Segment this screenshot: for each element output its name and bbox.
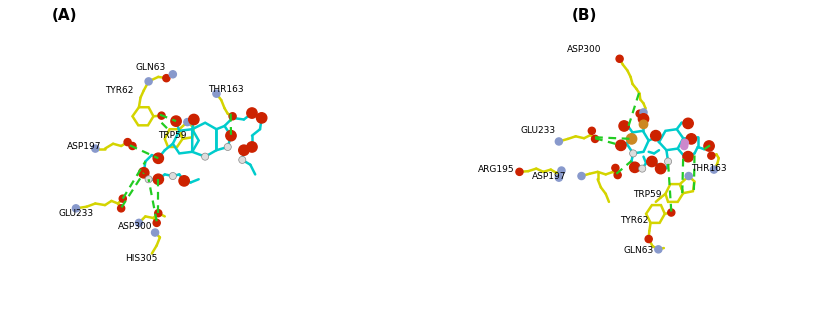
Text: TYR62: TYR62 (105, 86, 133, 95)
Circle shape (655, 246, 662, 253)
Circle shape (124, 139, 131, 146)
Circle shape (614, 172, 621, 179)
Circle shape (647, 156, 657, 167)
Circle shape (153, 153, 164, 163)
Circle shape (189, 114, 199, 125)
Circle shape (612, 164, 619, 172)
Circle shape (629, 150, 637, 157)
Text: TRP59: TRP59 (158, 130, 186, 140)
Circle shape (73, 205, 79, 212)
Circle shape (558, 167, 565, 174)
Text: THR163: THR163 (691, 164, 726, 173)
Circle shape (179, 176, 189, 186)
Circle shape (616, 140, 626, 151)
Circle shape (153, 219, 160, 226)
Text: ARG195: ARG195 (478, 165, 514, 174)
Circle shape (651, 130, 661, 141)
Circle shape (171, 116, 181, 126)
Circle shape (578, 172, 585, 180)
Circle shape (710, 166, 718, 173)
Circle shape (184, 119, 191, 126)
Text: GLN63: GLN63 (135, 63, 165, 72)
Text: TYR62: TYR62 (620, 216, 648, 225)
Circle shape (639, 120, 648, 129)
Text: ASP197: ASP197 (532, 172, 566, 181)
Circle shape (170, 172, 176, 180)
Circle shape (619, 121, 629, 131)
Circle shape (626, 134, 637, 144)
Circle shape (640, 109, 647, 116)
Circle shape (665, 158, 672, 165)
Circle shape (155, 210, 162, 217)
Circle shape (163, 75, 170, 82)
Circle shape (667, 209, 675, 216)
Text: (A): (A) (52, 8, 77, 23)
Circle shape (145, 176, 152, 183)
Circle shape (683, 151, 693, 162)
Circle shape (145, 78, 152, 85)
Circle shape (681, 142, 688, 150)
Circle shape (170, 71, 176, 78)
Circle shape (153, 174, 164, 184)
Circle shape (136, 219, 142, 226)
Circle shape (239, 145, 249, 155)
Circle shape (681, 139, 688, 146)
Circle shape (129, 142, 136, 150)
Circle shape (246, 108, 257, 118)
Text: TRP59: TRP59 (633, 190, 662, 199)
Circle shape (229, 113, 237, 120)
Circle shape (638, 114, 648, 124)
Circle shape (256, 113, 267, 123)
Circle shape (638, 165, 646, 172)
Circle shape (708, 152, 715, 159)
Text: HIS305: HIS305 (126, 254, 158, 263)
Circle shape (645, 235, 653, 243)
Text: (B): (B) (571, 8, 597, 23)
Circle shape (92, 145, 99, 152)
Text: GLU233: GLU233 (521, 126, 556, 135)
Circle shape (516, 168, 523, 175)
Circle shape (213, 90, 220, 97)
Circle shape (616, 55, 624, 62)
Circle shape (588, 127, 595, 134)
Text: ASP300: ASP300 (117, 222, 152, 231)
Circle shape (656, 163, 666, 174)
Circle shape (704, 141, 715, 151)
Circle shape (683, 118, 693, 129)
Circle shape (202, 153, 208, 160)
Circle shape (246, 142, 257, 152)
Circle shape (555, 174, 562, 181)
Text: GLN63: GLN63 (624, 246, 653, 255)
Circle shape (119, 195, 127, 202)
Circle shape (629, 162, 640, 172)
Circle shape (239, 156, 246, 163)
Circle shape (686, 134, 696, 144)
Circle shape (591, 135, 599, 142)
Circle shape (224, 143, 232, 151)
Text: GLU233: GLU233 (59, 209, 94, 218)
Text: ASP197: ASP197 (67, 142, 102, 151)
Circle shape (555, 138, 562, 145)
Circle shape (226, 130, 237, 141)
Circle shape (636, 110, 643, 117)
Circle shape (117, 205, 125, 212)
Circle shape (158, 112, 165, 119)
Circle shape (139, 168, 149, 178)
Circle shape (151, 229, 159, 236)
Circle shape (686, 172, 692, 180)
Text: THR163: THR163 (208, 85, 244, 94)
Text: ASP300: ASP300 (567, 45, 601, 54)
